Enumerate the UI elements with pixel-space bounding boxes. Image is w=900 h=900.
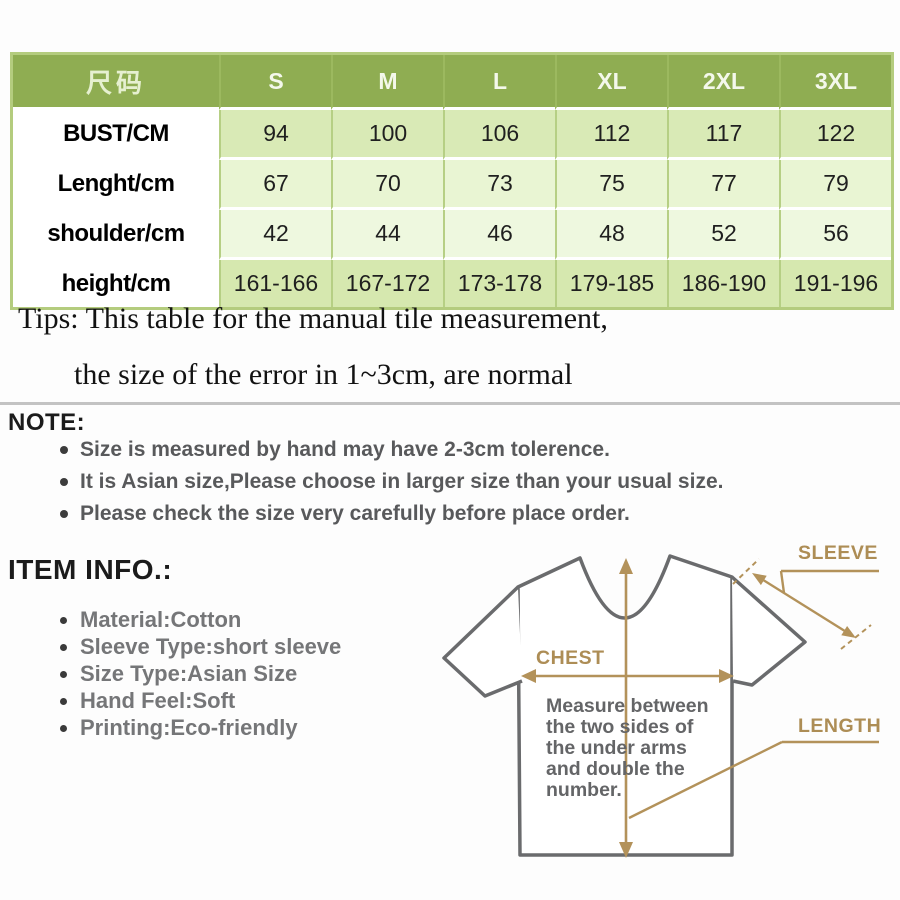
size-value-cell: 79 (779, 160, 891, 210)
svg-text:and double the: and double the (546, 758, 685, 780)
item-info-item: Printing:Eco-friendly (56, 714, 341, 741)
tshirt-right-sleeve (730, 575, 807, 687)
table-row-bust: BUST/CM 94 100 106 112 117 122 (13, 110, 891, 160)
size-chart-table: 尺码 S M L XL 2XL 3XL BUST/CM 94 100 106 1… (10, 52, 894, 310)
size-value-cell: 112 (555, 110, 667, 160)
size-value-cell: 77 (667, 160, 779, 210)
size-value-cell: 122 (779, 110, 891, 160)
svg-text:number.: number. (546, 779, 622, 801)
header-size-s: S (219, 55, 331, 110)
note-item: Size is measured by hand may have 2-3cm … (56, 434, 723, 466)
size-value-cell: 106 (443, 110, 555, 160)
size-chart-header-row: 尺码 S M L XL 2XL 3XL (13, 55, 891, 110)
table-row-height: height/cm 161-166 167-172 173-178 179-18… (13, 260, 891, 307)
chest-measure-arrow (521, 669, 734, 683)
item-info-item: Material:Cotton (56, 606, 341, 633)
size-value-cell: 179-185 (555, 260, 667, 307)
size-value-cell: 186-190 (667, 260, 779, 307)
size-value-cell: 56 (779, 210, 891, 260)
note-heading: NOTE: (8, 409, 86, 436)
item-info-list: Material:Cotton Sleeve Type:short sleeve… (56, 606, 341, 741)
size-value-cell: 100 (331, 110, 443, 160)
size-value-cell: 75 (555, 160, 667, 210)
row-label-length: Lenght/cm (13, 160, 219, 210)
item-info-heading: ITEM INFO.: (8, 554, 173, 585)
size-value-cell: 67 (219, 160, 331, 210)
item-info-item: Size Type:Asian Size (56, 660, 341, 687)
header-size-m: M (331, 55, 443, 110)
header-size-3xl: 3XL (779, 55, 891, 110)
note-item: It is Asian size,Please choose in larger… (56, 466, 723, 498)
size-value-cell: 94 (219, 110, 331, 160)
svg-text:the under arms: the under arms (546, 737, 687, 759)
size-value-cell: 44 (331, 210, 443, 260)
length-measure-arrow (619, 558, 633, 858)
tips-line-1: Tips: This table for the manual tile mea… (18, 302, 608, 335)
section-divider (0, 402, 900, 405)
sleeve-label: SLEEVE (798, 542, 878, 564)
size-value-cell: 42 (219, 210, 331, 260)
sleeve-callout-line (779, 569, 879, 594)
tshirt-left-sleeve (442, 585, 523, 698)
header-size-2xl: 2XL (667, 55, 779, 110)
row-label-height: height/cm (13, 260, 219, 307)
size-value-cell: 48 (555, 210, 667, 260)
length-callout-line (628, 740, 879, 820)
tips-line-2: the size of the error in 1~3cm, are norm… (74, 358, 573, 391)
size-value-cell: 52 (667, 210, 779, 260)
table-row-length: Lenght/cm 67 70 73 75 77 79 (13, 160, 891, 210)
note-item: Please check the size very carefully bef… (56, 498, 723, 530)
size-value-cell: 70 (331, 160, 443, 210)
size-value-cell: 173-178 (443, 260, 555, 307)
chest-label: CHEST (536, 647, 605, 669)
svg-text:the two sides of: the two sides of (546, 716, 694, 738)
size-value-cell: 167-172 (331, 260, 443, 307)
length-label: LENGTH (798, 715, 881, 737)
svg-text:Measure between: Measure between (546, 695, 709, 717)
item-info-item: Hand Feel:Soft (56, 687, 341, 714)
note-list: Size is measured by hand may have 2-3cm … (56, 434, 723, 530)
size-value-cell: 191-196 (779, 260, 891, 307)
header-size-label: 尺码 (13, 55, 219, 110)
size-value-cell: 73 (443, 160, 555, 210)
sleeve-measure-arrow (732, 558, 872, 650)
row-label-bust: BUST/CM (13, 110, 219, 160)
size-value-cell: 117 (667, 110, 779, 160)
table-row-shoulder: shoulder/cm 42 44 46 48 52 56 (13, 210, 891, 260)
header-size-xl: XL (555, 55, 667, 110)
header-size-l: L (443, 55, 555, 110)
chest-note: Measure between the two sides of the und… (546, 695, 709, 801)
tshirt-measurement-diagram: CHEST Measure between the two sides of t… (442, 542, 881, 858)
size-value-cell: 46 (443, 210, 555, 260)
size-value-cell: 161-166 (219, 260, 331, 307)
item-info-item: Sleeve Type:short sleeve (56, 633, 341, 660)
row-label-shoulder: shoulder/cm (13, 210, 219, 260)
